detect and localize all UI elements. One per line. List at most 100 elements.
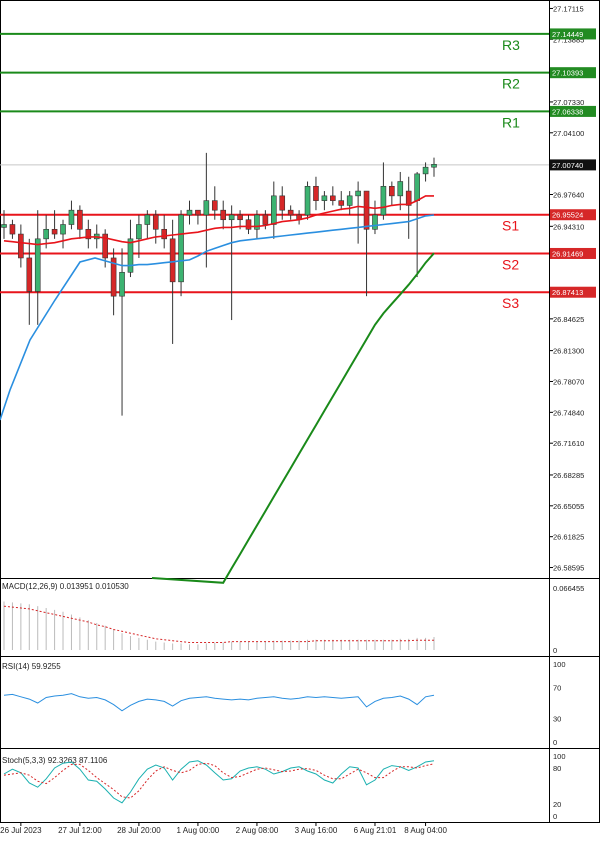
stoch-tick-label: 20 bbox=[553, 800, 561, 809]
candle-up bbox=[119, 271, 125, 297]
time-axis: 26 Jul 2023 27 Jul 12:00 28 Jul 20:00 1 Aug… bbox=[0, 822, 447, 835]
macd-tick-label: 0 bbox=[553, 646, 557, 655]
rsi-line bbox=[3, 693, 435, 712]
level-label-s1: S1 bbox=[502, 218, 519, 234]
level-badge-bg bbox=[550, 209, 596, 221]
macd-tick-label: 0.066455 bbox=[553, 584, 584, 593]
price-tick-label: 26.81300 bbox=[553, 347, 584, 356]
level-badge-bg bbox=[550, 105, 596, 117]
candle-down bbox=[102, 233, 108, 259]
rsi-label: RSI(14) 59.9255 bbox=[2, 662, 61, 671]
stoch-tick-label: 80 bbox=[553, 764, 561, 773]
candle-up bbox=[228, 214, 235, 221]
price-tick-label: 27.13885 bbox=[553, 35, 584, 44]
rsi-tick-label: 70 bbox=[553, 683, 561, 692]
candle-up bbox=[68, 209, 75, 225]
candle-down bbox=[220, 209, 227, 221]
candle-down bbox=[330, 195, 336, 201]
macd-label: MACD(12,26,9) 0.013951 0.010530 bbox=[2, 582, 129, 591]
candle-up bbox=[414, 173, 420, 201]
candle-up bbox=[431, 164, 437, 168]
time-tick-label: 3 Aug 16:00 bbox=[295, 826, 338, 835]
macd-signal-line bbox=[3, 605, 434, 643]
candle-up bbox=[254, 214, 260, 230]
pane-frame bbox=[0, 656, 600, 749]
level-label-s2: S2 bbox=[502, 256, 519, 272]
price-tick-label: 26.97640 bbox=[553, 191, 584, 200]
candle-up bbox=[60, 224, 66, 235]
price-tick-label: 26.84625 bbox=[553, 315, 584, 324]
candle-up bbox=[186, 209, 193, 216]
candle-down bbox=[9, 224, 16, 235]
price-tick-label: 27.07330 bbox=[553, 98, 584, 107]
candle-down bbox=[405, 190, 412, 206]
candle-down bbox=[287, 209, 294, 216]
level-badge-r1: 27.06338 bbox=[552, 107, 583, 116]
candle-down bbox=[279, 195, 286, 211]
candle-up bbox=[355, 190, 361, 197]
ma-slow-line bbox=[151, 252, 435, 584]
candle-down bbox=[195, 209, 201, 216]
price-tick-label: 26.78070 bbox=[553, 377, 584, 386]
stoch-k-line bbox=[3, 760, 435, 804]
candle-down bbox=[51, 228, 58, 235]
candle-down bbox=[77, 209, 83, 230]
stoch-tick-label: 0 bbox=[553, 812, 557, 821]
time-tick-label: 6 Aug 21:01 bbox=[354, 826, 397, 835]
candle-up bbox=[380, 185, 387, 216]
time-tick-label: 28 Jul 20:00 bbox=[117, 826, 161, 835]
current-price-badge: 27.00740 bbox=[552, 161, 583, 170]
candle-up bbox=[203, 200, 210, 216]
time-tick-label: 1 Aug 00:00 bbox=[177, 826, 220, 835]
price-tick-label: 27.17115 bbox=[553, 4, 584, 13]
rsi-tick-label: 100 bbox=[553, 660, 566, 669]
price-tick-label: 27.04100 bbox=[553, 129, 584, 138]
candle-down bbox=[161, 228, 167, 240]
level-badge-r2: 27.10393 bbox=[552, 69, 583, 78]
candle-up bbox=[422, 166, 429, 175]
candle-up bbox=[321, 195, 328, 201]
candle-up bbox=[1, 224, 7, 228]
time-tick-label: 8 Aug 04:00 bbox=[404, 826, 447, 835]
level-badge-s2: 26.91469 bbox=[552, 249, 583, 258]
level-label-r3: R3 bbox=[502, 37, 520, 53]
candle-down bbox=[313, 185, 319, 201]
support-resistance-layer bbox=[0, 32, 549, 294]
candle-down bbox=[237, 214, 243, 221]
candle-down bbox=[26, 257, 33, 292]
candle-up bbox=[144, 214, 151, 225]
candle-down bbox=[363, 190, 370, 230]
candles-layer bbox=[1, 152, 437, 416]
candle-down bbox=[389, 185, 395, 197]
candle-down bbox=[211, 200, 218, 211]
candle-down bbox=[85, 228, 92, 240]
level-badge-bg bbox=[550, 67, 596, 79]
level-label-r2: R2 bbox=[502, 76, 520, 92]
stoch-pane: Stoch(5,3,3) 92.3263 87.1106 100 80 20 0 bbox=[2, 752, 566, 821]
price-tick-label: 26.74840 bbox=[553, 408, 584, 417]
level-label-s3: S3 bbox=[502, 295, 519, 311]
candle-down bbox=[338, 200, 345, 206]
stoch-tick-label: 100 bbox=[553, 752, 566, 761]
candle-down bbox=[18, 233, 24, 259]
current-price-badge-bg bbox=[550, 159, 596, 171]
ma-fast-line bbox=[3, 195, 434, 246]
price-tick-label: 26.71610 bbox=[553, 439, 584, 448]
price-tick-label: 26.65055 bbox=[553, 502, 584, 511]
candle-down bbox=[245, 219, 252, 230]
candle-up bbox=[346, 195, 353, 206]
level-label-r1: R1 bbox=[502, 114, 520, 130]
rsi-tick-label: 30 bbox=[553, 715, 561, 724]
level-badge-bg bbox=[550, 286, 596, 298]
macd-pane: MACD(12,26,9) 0.013951 0.010530 0.066455… bbox=[2, 582, 584, 655]
candle-up bbox=[136, 224, 142, 240]
candle-up bbox=[43, 228, 49, 240]
level-badge-bg bbox=[550, 247, 596, 259]
time-tick-label: 26 Jul 2023 bbox=[0, 826, 42, 835]
rsi-pane: RSI(14) 59.9255 100 70 30 0 bbox=[2, 660, 566, 747]
candle-down bbox=[110, 257, 117, 297]
candle-up bbox=[34, 238, 41, 292]
moving-averages-layer bbox=[0, 195, 435, 584]
candle-down bbox=[152, 214, 159, 230]
